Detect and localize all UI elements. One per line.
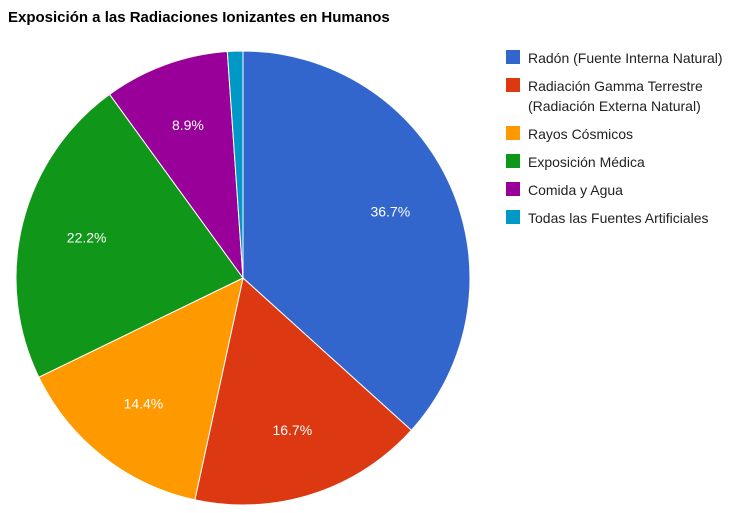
legend-swatch [506,154,520,168]
legend-label: Radón (Fuente Interna Natural) [528,50,723,66]
chart-title: Exposición a las Radiaciones Ionizantes … [8,9,390,26]
legend-item[interactable]: Radiación Gamma Terrestre (Radiación Ext… [506,76,750,116]
legend-swatch [506,182,520,196]
legend-item[interactable]: Radón (Fuente Interna Natural) [506,48,750,68]
pie-slice[interactable] [38,277,244,501]
slice-data-label: 22.2% [67,230,107,246]
pie-slice[interactable] [226,50,244,279]
legend-label: Comida y Agua [528,182,623,198]
legend-label: Exposición Médica [528,154,645,170]
slice-data-label: 8.9% [172,117,204,133]
legend-item[interactable]: Rayos Cósmicos [506,124,750,144]
slice-data-label: 36.7% [370,203,410,219]
legend-label: Radiación Gamma Terrestre (Radiación Ext… [528,78,703,114]
legend-item[interactable]: Comida y Agua [506,180,750,200]
legend-label: Rayos Cósmicos [528,126,634,142]
slice-data-label: 14.4% [124,395,164,411]
legend-swatch [506,50,520,64]
pie-slice[interactable] [15,93,244,378]
pie-slice[interactable] [108,51,244,280]
legend-item[interactable]: Todas las Fuentes Artificiales [506,208,750,228]
pie-slice[interactable] [194,277,413,506]
pie-slice[interactable] [242,50,471,431]
slice-data-label: 16.7% [272,422,312,438]
legend-item[interactable]: Exposición Médica [506,152,750,172]
legend-swatch [506,78,520,92]
legend-label: Todas las Fuentes Artificiales [528,210,709,226]
legend-swatch [506,126,520,140]
legend-swatch [506,210,520,224]
legend: Radón (Fuente Interna Natural) Radiación … [506,48,750,236]
